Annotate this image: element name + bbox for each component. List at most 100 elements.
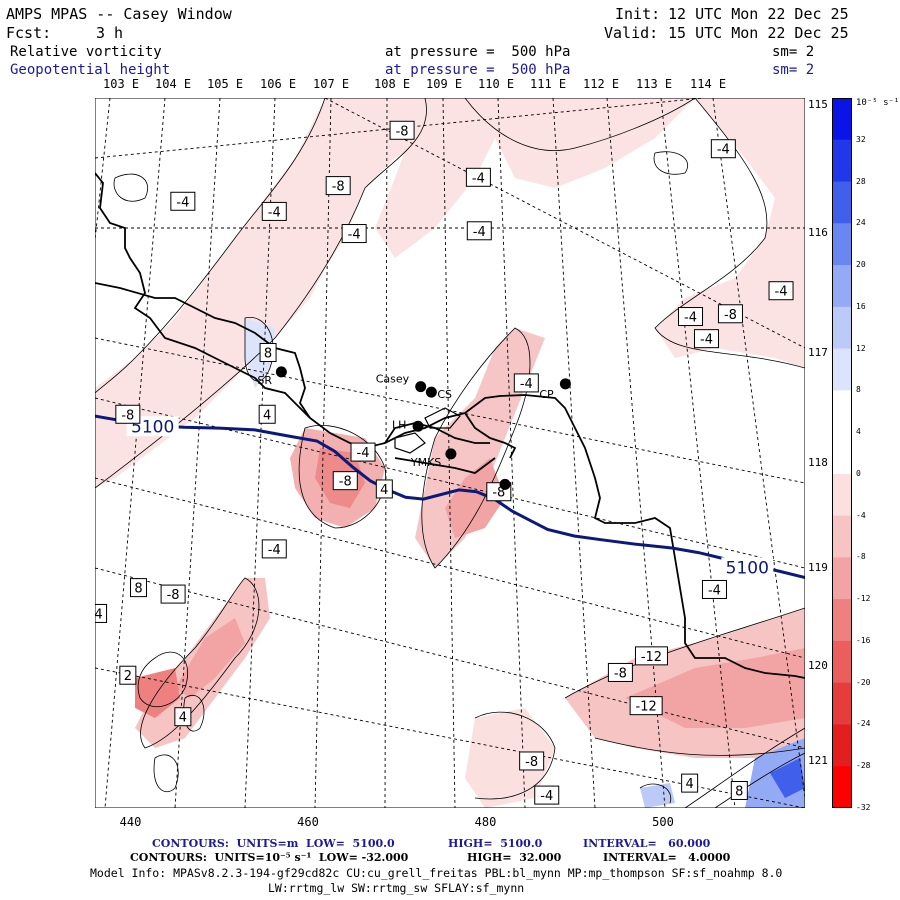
vorticity-contour-label: 4	[380, 483, 388, 498]
valid-time: 15 UTC Mon 22 Dec 25	[668, 24, 849, 42]
vorticity-label-box	[693, 329, 719, 349]
top-longitude-label: 114 E	[690, 77, 727, 91]
vorticity-label-box	[258, 404, 276, 424]
colorbar-level-label: -32	[856, 803, 871, 812]
vorticity-contour-label: 4	[685, 777, 693, 792]
vorticity-contour-label: -4	[473, 225, 486, 240]
colorbar-swatch	[832, 557, 852, 600]
colorbar-frame	[832, 98, 852, 808]
fcst-label: Fcst:	[6, 24, 52, 42]
vorticity-contour-label: -4	[268, 543, 281, 558]
vorticity-label-box	[332, 471, 358, 491]
vorticity-label-box	[115, 404, 141, 424]
top-longitude-label: 111 E	[530, 77, 567, 91]
colorbar-level-label: 0	[856, 468, 861, 478]
vorticity-label-box	[730, 780, 748, 800]
vorticity-contour-label: -8	[614, 666, 627, 681]
station-marker	[275, 366, 287, 378]
station-label: LH	[392, 418, 406, 431]
field1-name: Relative vorticity	[10, 44, 162, 60]
vorticity-contour-label: -4	[348, 228, 361, 243]
footer-height-contours: CONTOURS: UNITS=m LOW= 5100.0	[152, 837, 395, 850]
colorbar-swatch	[832, 223, 852, 266]
colorbar	[832, 98, 852, 808]
colorbar-swatch	[832, 682, 852, 725]
x-axis-tick-label: 500	[652, 815, 674, 829]
colorbar-level-label: -12	[856, 594, 871, 604]
colorbar-level-label: 4	[856, 427, 861, 437]
vorticity-label-box	[325, 176, 351, 196]
geopotential-height-contour	[95, 414, 805, 579]
vorticity-label-box	[513, 373, 539, 393]
vorticity-label-box	[701, 579, 727, 599]
vorticity-contour-label: -12	[641, 650, 662, 665]
footer-vort-contours: CONTOURS: UNITS=10⁻⁵ s⁻¹ LOW= -32.000	[130, 851, 409, 864]
vorticity-label-box	[160, 584, 186, 604]
vorticity-label-box	[129, 578, 147, 598]
station-marker	[425, 386, 437, 398]
station-label: Casey	[376, 373, 410, 386]
vorticity-label-box	[259, 342, 277, 362]
vorticity-contour-label: -4	[700, 333, 713, 348]
footer-model-info: Model Info: MPASv8.2.3-194-gf29cd82c CU:…	[90, 866, 783, 880]
station-marker	[412, 420, 424, 432]
vorticity-label-box	[375, 479, 393, 499]
height-contour-label: 5100	[726, 558, 769, 578]
vorticity-contour-label: 2	[124, 669, 132, 684]
vorticity-contour-label: 4	[263, 408, 271, 423]
top-longitude-label: 103 E	[103, 77, 140, 91]
colorbar-swatch	[832, 640, 852, 684]
colorbar-level-label: -16	[856, 635, 871, 645]
height-label-background	[721, 557, 774, 578]
top-longitude-label: 108 E	[374, 77, 411, 91]
vorticity-contour-label: -8	[525, 755, 538, 770]
vorticity-label-box	[466, 221, 492, 241]
colorbar-level-label: -8	[856, 552, 866, 562]
station-marker	[415, 381, 427, 393]
vorticity-contour-label: 4	[95, 607, 103, 622]
vorticity-label-box	[465, 167, 491, 187]
vorticity-contour-label: -4	[708, 583, 721, 598]
rock-outlines	[394, 407, 461, 454]
colorbar-swatch	[832, 432, 852, 475]
colorbar-swatch	[832, 139, 852, 183]
top-longitude-label: 106 E	[260, 77, 297, 91]
valid-label: Valid:	[604, 24, 659, 42]
colorbar-level-label: 16	[856, 301, 866, 311]
colorbar-level-label: 8	[856, 385, 861, 395]
top-longitude-label: 110 E	[478, 77, 515, 91]
init-label: Init:	[615, 5, 661, 23]
station-label: CP	[539, 388, 554, 401]
footer-vort-interval: INTERVAL= 4.0000	[603, 851, 731, 864]
vorticity-label-box	[768, 281, 794, 301]
footer-height-high: HIGH= 5100.0	[448, 837, 543, 850]
vorticity-contours	[95, 98, 805, 808]
vorticity-contour-label: 4	[179, 711, 187, 726]
colorbar-level-label: -28	[856, 761, 871, 771]
vorticity-label-box	[681, 773, 699, 793]
vorticity-label-box	[261, 539, 287, 559]
field2-smoothing: sm= 2	[772, 62, 815, 78]
vorticity-label-box	[95, 603, 108, 623]
vorticity-contour-label: -8	[332, 180, 345, 195]
vorticity-label-box	[261, 201, 287, 221]
colorbar-level-label: 24	[856, 218, 866, 228]
colorbar-level-label: 32	[856, 134, 866, 144]
x-axis-tick-label: 480	[474, 815, 497, 829]
vorticity-contour-label: -4	[717, 143, 730, 158]
fcst-value: 3 h	[96, 24, 124, 42]
vorticity-label-box	[717, 304, 743, 324]
colorbar-swatch	[832, 181, 852, 224]
colorbar-level-label: 20	[856, 260, 866, 270]
vorticity-label-box	[634, 646, 668, 666]
field2-level: at pressure = 500 hPa	[385, 62, 571, 78]
footer-height-interval: INTERVAL= 60.000	[583, 837, 711, 850]
vorticity-label-box	[174, 707, 192, 727]
colorbar-swatch	[832, 265, 852, 308]
vorticity-contour-label: -4	[684, 311, 697, 326]
height-contour-label: 5100	[131, 417, 174, 437]
station-label: SR	[257, 374, 272, 387]
colorbar-swatch	[832, 766, 852, 808]
vorticity-label-box	[678, 307, 704, 327]
top-longitude-label: 109 E	[426, 77, 463, 91]
